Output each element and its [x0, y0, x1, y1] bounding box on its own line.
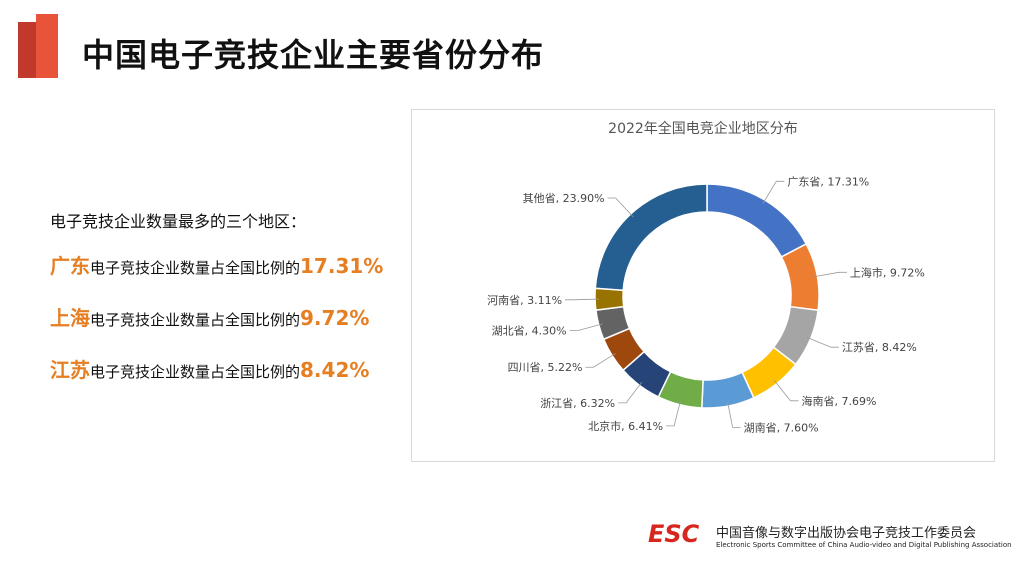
donut-slices	[594, 183, 820, 409]
leader-line-9	[565, 298, 600, 301]
stat-region: 广东	[50, 254, 90, 278]
org-name-cn: 中国音像与数字出版协会电子竞技工作委员会	[716, 526, 977, 541]
slice-label-0: 广东省, 17.31%	[787, 175, 869, 188]
slice-label-8: 湖北省, 4.30%	[492, 325, 567, 338]
donut-slice-9	[594, 287, 625, 311]
page-title: 中国电子竞技企业主要省份分布	[82, 36, 545, 74]
footer-branding: ESC 中国音像与数字出版协会电子竞技工作委员会 Electronic Spor…	[646, 516, 1016, 556]
leader-line-5	[666, 400, 681, 427]
leader-line-1	[813, 271, 847, 278]
stat-region: 江苏	[50, 358, 90, 382]
leader-line-8	[569, 323, 603, 332]
stat-line-1: 广东电子竞技企业数量占全国比例的17.31%	[50, 252, 410, 282]
donut-labels: 广东省, 17.31% 上海市, 9.72% 江苏省, 8.42% 海南省, 7.69…	[487, 175, 925, 434]
leader-line-7	[585, 353, 616, 368]
slice-label-3: 海南省, 7.69%	[801, 394, 876, 408]
stat-value: 8.42%	[300, 358, 370, 382]
org-name-en: Electronic Sports Committee of China Aud…	[716, 541, 1012, 549]
stat-region: 上海	[50, 306, 90, 330]
slice-label-5: 北京市, 6.41%	[588, 419, 663, 433]
leader-line-0	[762, 180, 785, 204]
summary-panel: 电子竞技企业数量最多的三个地区： 广东电子竞技企业数量占全国比例的17.31% …	[50, 208, 410, 408]
leader-line-4	[727, 401, 741, 428]
stat-value: 9.72%	[300, 306, 370, 330]
stat-line-2: 上海电子竞技企业数量占全国比例的9.72%	[50, 304, 410, 334]
esc-logo: ESC	[648, 520, 700, 548]
leader-line-6	[618, 381, 643, 404]
slice-label-7: 四川省, 5.22%	[508, 361, 583, 374]
stat-value: 17.31%	[300, 254, 384, 278]
stat-text: 电子竞技企业数量占全国比例的	[90, 259, 301, 277]
leader-line-10	[607, 197, 634, 218]
chart-title: 2022年全国电竞企业地区分布	[608, 120, 798, 137]
slice-label-9: 河南省, 3.11%	[487, 294, 562, 307]
esc-logo-text: ESC	[648, 520, 700, 548]
slice-label-6: 浙江省, 6.32%	[540, 397, 615, 410]
donut-slice-0	[706, 183, 808, 258]
summary-intro: 电子竞技企业数量最多的三个地区：	[50, 212, 307, 231]
stat-line-3: 江苏电子竞技企业数量占全国比例的8.42%	[50, 356, 410, 386]
donut-chart: 2022年全国电竞企业地区分布 广东省, 17.31% 上海市, 9.72% 江苏省…	[487, 120, 925, 435]
title-accent-bar	[18, 22, 36, 78]
slice-label-1: 上海市, 9.72%	[850, 265, 925, 279]
slice-label-4: 湖南省, 7.60%	[744, 422, 819, 435]
donut-chart-panel: 2022年全国电竞企业地区分布 广东省, 17.31% 上海市, 9.72% 江苏省…	[411, 109, 995, 462]
slice-label-10: 其他省, 23.90%	[523, 192, 605, 205]
slice-label-2: 江苏省, 8.42%	[842, 341, 917, 354]
stat-text: 电子竞技企业数量占全国比例的	[90, 311, 301, 329]
title-accent-bar-light	[36, 14, 58, 78]
stat-text: 电子竞技企业数量占全国比例的	[90, 363, 301, 381]
donut-slice-10	[594, 183, 708, 291]
leader-line-2	[806, 336, 839, 348]
leader-line-3	[773, 380, 799, 402]
